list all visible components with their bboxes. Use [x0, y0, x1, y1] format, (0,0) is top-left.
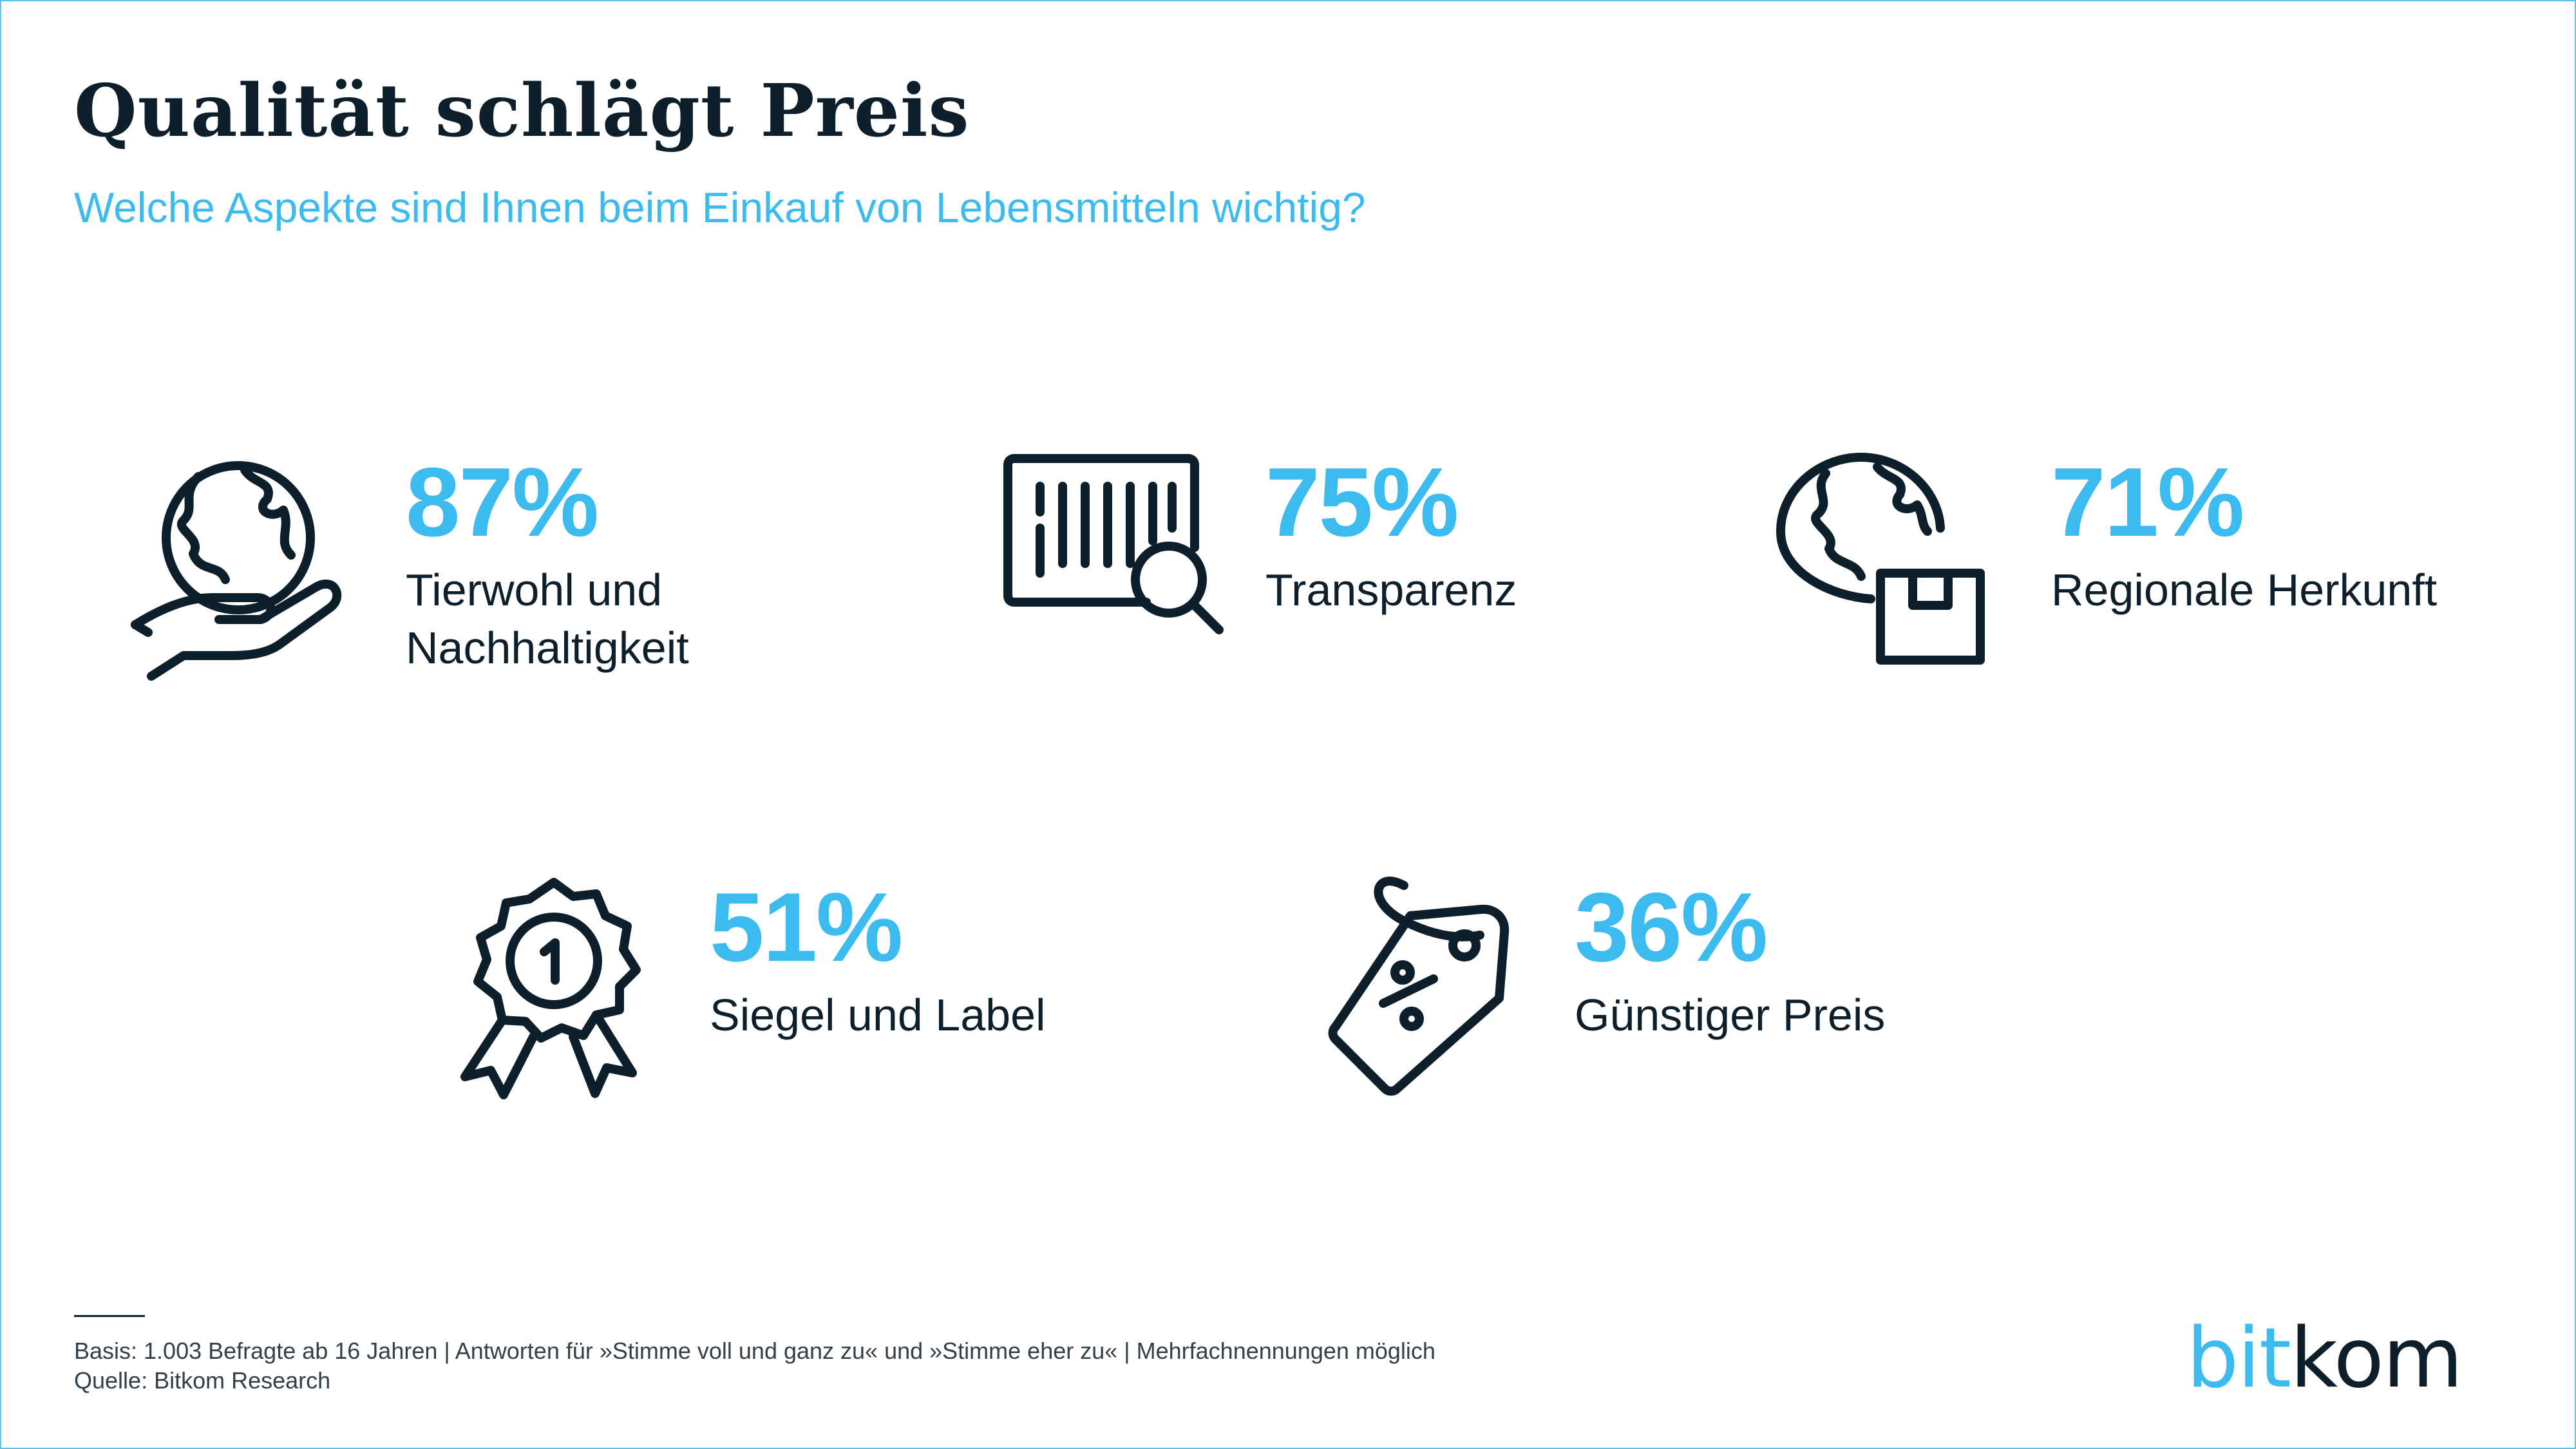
- footer-basis: Basis: 1.003 Befragte ab 16 Jahren | Ant…: [74, 1338, 1435, 1364]
- bitkom-logo: bitkom: [2186, 1311, 2463, 1407]
- stat-value: 75%: [1265, 448, 1459, 557]
- footer-source: Quelle: Bitkom Research: [74, 1367, 331, 1394]
- stat-item: 51% Siegel und Label: [451, 876, 1095, 1108]
- stat-item: 36% Günstiger Preis: [1327, 876, 1971, 1108]
- barcode-search-icon: [1003, 454, 1224, 634]
- stat-label: Siegel und Label: [710, 990, 1046, 1040]
- stat-label-line2: Nachhaltigkeit: [406, 623, 689, 673]
- stat-label: Tierwohl und: [406, 565, 663, 615]
- page-title: Qualität schlägt Preis: [74, 69, 970, 153]
- stat-label: Günstiger Preis: [1575, 990, 1886, 1040]
- stat-value: 71%: [2051, 448, 2244, 557]
- stat-label: Transparenz: [1265, 565, 1517, 615]
- footer-rule: [74, 1315, 145, 1317]
- stat-value: 51%: [710, 873, 903, 982]
- stat-label: Regionale Herkunft: [2051, 565, 2438, 615]
- stat-value: 36%: [1575, 873, 1768, 982]
- stat-value: 87%: [406, 448, 599, 557]
- stat-item: 71% Regionale Herkunft: [1774, 448, 2437, 683]
- price-tag-icon: [1328, 876, 1510, 1096]
- logo-part-bit: bit: [2186, 1311, 2291, 1406]
- page-subtitle: Welche Aspekte sind Ihnen beim Einkauf v…: [74, 184, 1366, 231]
- hand-globe-icon: [131, 461, 342, 681]
- stat-item: 87% Tierwohl und Nachhaltigkeit: [122, 451, 766, 696]
- logo-part-kom: kom: [2290, 1311, 2463, 1406]
- globe-package-icon: [1776, 453, 1985, 665]
- stat-item: 75% Transparenz: [1001, 451, 1581, 644]
- award-badge-icon: [460, 878, 641, 1099]
